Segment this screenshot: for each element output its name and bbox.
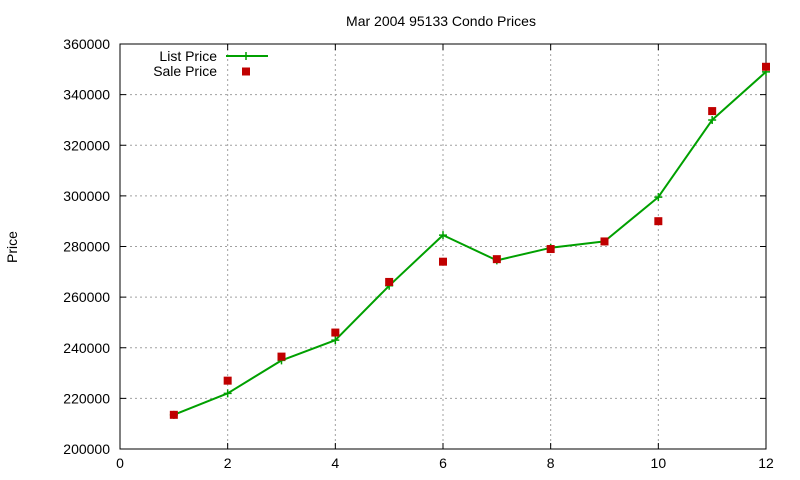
y-tick-label: 320000 (63, 137, 110, 153)
y-tick-labels: 200000 220000 240000 260000 280000 300000 3200… (63, 36, 110, 457)
y-tick-label: 260000 (63, 289, 110, 305)
list-price-point (654, 193, 663, 202)
list-price-point (439, 231, 447, 240)
x-tick-label: 2 (224, 455, 232, 471)
grid-layer (120, 44, 766, 449)
x-tick-label: 10 (651, 455, 667, 471)
y-tick-label: 360000 (63, 36, 110, 52)
list-price-line (173, 71, 767, 416)
series-layer (169, 62, 770, 419)
sale-price-point (223, 376, 232, 385)
sale-price-point (762, 62, 770, 71)
chart-title: Mar 2004 95133 Condo Prices (346, 13, 536, 29)
y-tick-label: 200000 (63, 441, 110, 457)
tick-layer (119, 43, 767, 450)
legend-marker-sale-price (242, 67, 250, 76)
y-tick-label: 240000 (63, 340, 110, 356)
legend-label-list-price: List Price (159, 48, 217, 64)
sale-price-point (277, 352, 286, 361)
x-tick-label: 6 (439, 455, 447, 471)
y-axis-label: Price (4, 231, 20, 263)
x-tick-labels: 0 2 4 6 8 10 12 (116, 455, 774, 471)
list-price-point (331, 336, 340, 345)
sale-price-point (708, 107, 717, 116)
sale-price-point (546, 245, 555, 254)
x-tick-label: 0 (116, 455, 124, 471)
legend-label-sale-price: Sale Price (153, 63, 217, 79)
sale-price-point (331, 328, 340, 337)
y-tick-label: 220000 (63, 390, 110, 406)
list-price-point (708, 115, 717, 124)
x-tick-label: 8 (547, 455, 555, 471)
sale-price-point (600, 237, 609, 246)
y-tick-label: 280000 (63, 239, 110, 255)
sale-price-point (169, 410, 178, 419)
sale-price-point (654, 217, 663, 226)
sale-price-point (492, 255, 501, 264)
y-tick-label: 300000 (63, 188, 110, 204)
sale-price-point (385, 277, 394, 286)
legend: List Price Sale Price (153, 48, 268, 79)
legend-marker-list-price (242, 52, 250, 60)
x-tick-label: 12 (758, 455, 774, 471)
y-tick-label: 340000 (63, 87, 110, 103)
x-tick-label: 4 (331, 455, 339, 471)
sale-price-point (439, 257, 447, 266)
list-price-point (223, 389, 232, 398)
